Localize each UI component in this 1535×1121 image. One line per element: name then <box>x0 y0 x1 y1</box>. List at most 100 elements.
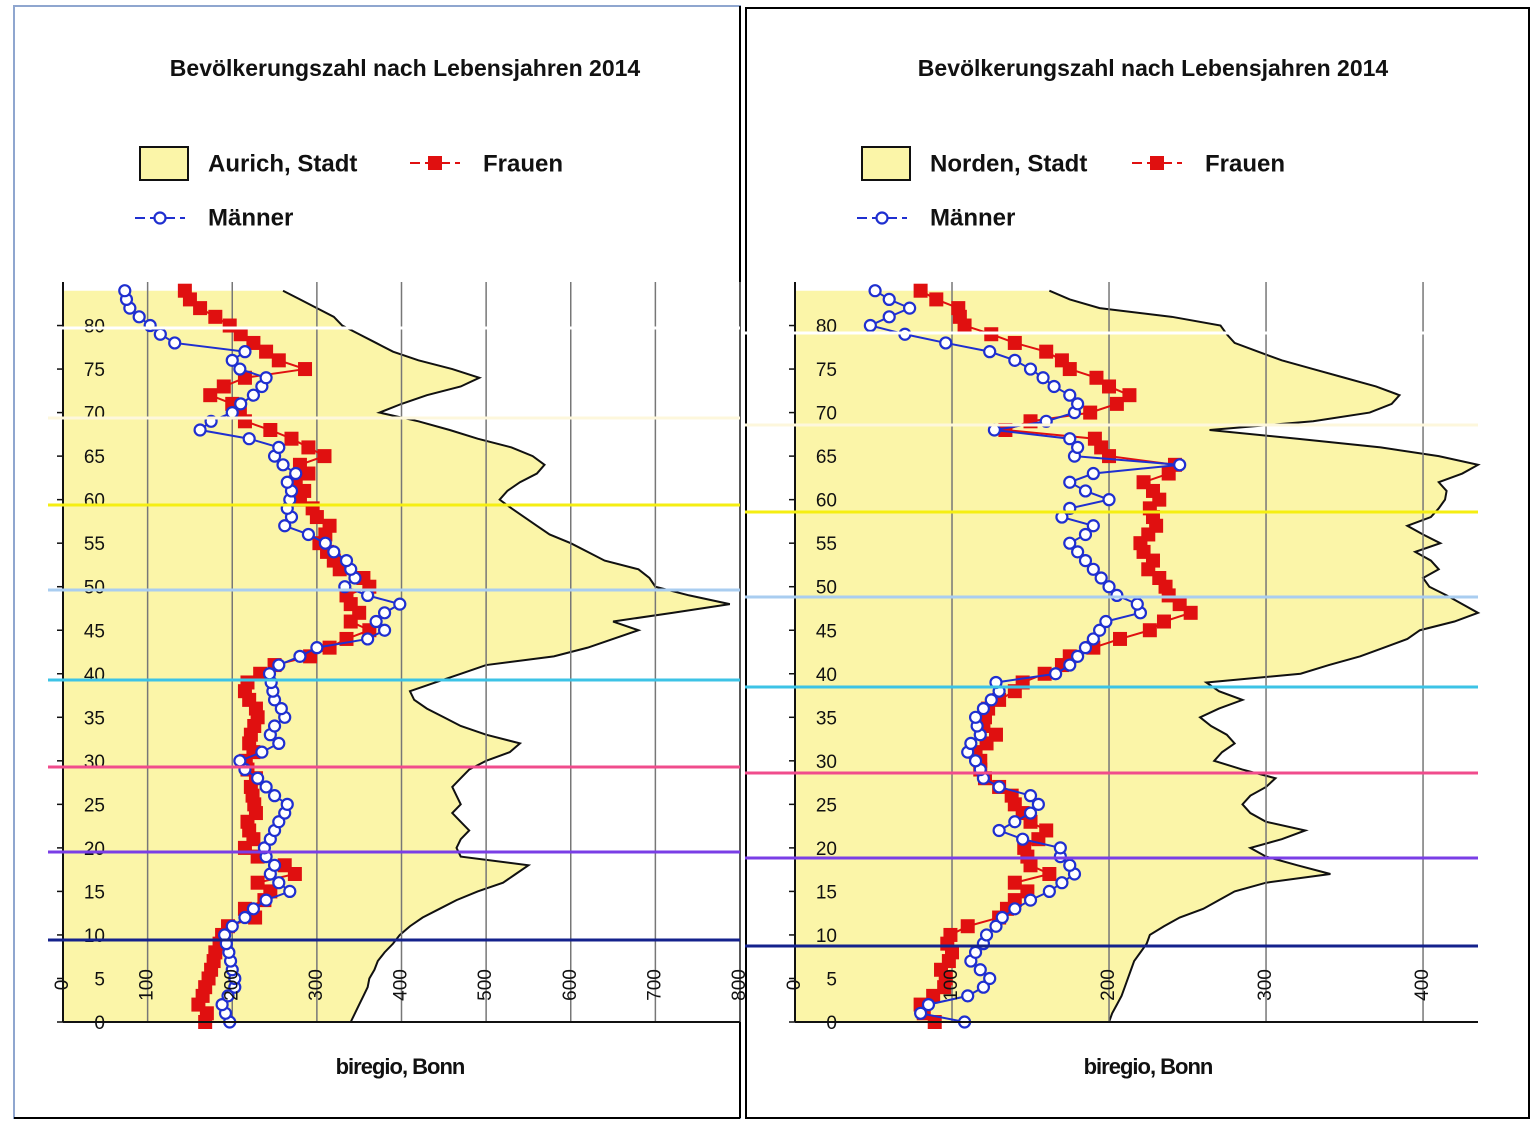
y-tick-label: 20 <box>84 839 105 860</box>
marker <box>1172 597 1187 612</box>
marker <box>976 701 991 716</box>
marker <box>1063 658 1077 672</box>
marker <box>1023 893 1038 907</box>
x-tick-label: 100 <box>137 969 158 1001</box>
x-tick-label: 300 <box>306 969 327 1001</box>
chart-title: Bevölkerungszahl nach Lebensjahren 2014 <box>170 55 641 81</box>
marker <box>983 971 997 986</box>
y-tick-label: 20 <box>816 839 837 860</box>
marker <box>272 658 286 672</box>
marker <box>238 345 252 359</box>
marker <box>259 780 273 794</box>
marker <box>377 623 392 637</box>
x-axis-label: biregio, Bonn <box>336 1054 465 1079</box>
marker <box>1055 876 1069 890</box>
y-tick-label: 45 <box>816 621 837 642</box>
marker <box>298 362 313 377</box>
marker <box>263 423 278 437</box>
x-tick-label: 400 <box>1412 969 1433 1001</box>
y-tick-label: 10 <box>816 926 837 947</box>
marker <box>246 388 261 402</box>
marker <box>913 283 928 298</box>
marker <box>250 875 265 890</box>
marker <box>1083 405 1098 420</box>
marker <box>1023 806 1038 820</box>
marker <box>1078 553 1093 568</box>
marker <box>1042 867 1057 881</box>
marker <box>272 736 286 751</box>
marker <box>1102 580 1116 594</box>
marker <box>272 440 286 455</box>
marker <box>1152 571 1167 585</box>
area <box>63 290 730 1022</box>
x-tick-label: 0 <box>784 980 805 991</box>
marker <box>272 876 286 890</box>
y-tick-label: 15 <box>816 882 837 903</box>
x-tick-label: 800 <box>729 969 750 1001</box>
marker <box>327 545 341 559</box>
legend-label: Norden, Stadt <box>930 150 1087 177</box>
marker <box>377 606 392 620</box>
marker <box>1086 466 1100 481</box>
marker <box>253 666 268 681</box>
y-tick-label: 25 <box>84 795 105 816</box>
marker <box>216 379 231 394</box>
x-tick-label: 500 <box>475 969 496 1001</box>
x-tick-label: 600 <box>560 969 581 1001</box>
y-tick-label: 45 <box>84 621 105 642</box>
legend-marker <box>1150 156 1164 170</box>
marker <box>225 353 239 367</box>
marker <box>1183 605 1198 620</box>
marker <box>1071 397 1085 411</box>
y-tick-label: 40 <box>816 665 837 686</box>
marker <box>1113 631 1128 646</box>
y-tick-label: 65 <box>816 447 837 468</box>
marker <box>903 301 917 315</box>
marker <box>132 310 146 324</box>
marker <box>1130 597 1144 611</box>
marker <box>992 780 1006 794</box>
marker <box>1053 841 1067 855</box>
marker <box>238 910 252 925</box>
marker <box>1008 815 1022 829</box>
marker <box>289 466 303 481</box>
marker <box>393 597 407 611</box>
marker <box>278 519 292 533</box>
x-tick-label: 200 <box>221 969 242 1001</box>
marker <box>979 928 994 942</box>
marker <box>1086 519 1100 533</box>
marker <box>233 327 248 342</box>
marker <box>233 362 247 376</box>
marker <box>983 345 997 359</box>
area <box>795 290 1478 1022</box>
marker <box>1089 370 1104 385</box>
marker <box>1039 344 1054 359</box>
marker <box>1007 875 1022 890</box>
marker <box>921 997 936 1012</box>
marker <box>882 292 896 307</box>
marker <box>283 884 297 899</box>
marker <box>168 336 182 350</box>
marker <box>1016 832 1030 846</box>
marker <box>1023 789 1038 803</box>
marker <box>951 301 966 316</box>
marker <box>277 858 292 873</box>
marker <box>267 858 282 872</box>
marker <box>259 893 273 907</box>
legend-marker <box>153 211 167 225</box>
marker <box>203 388 218 403</box>
marker <box>267 789 282 803</box>
marker <box>929 292 944 307</box>
marker <box>968 754 983 768</box>
marker <box>1102 493 1116 507</box>
marker <box>943 927 958 942</box>
marker <box>868 284 882 298</box>
marker <box>267 719 282 733</box>
marker <box>1031 797 1045 811</box>
marker <box>242 432 256 446</box>
marker <box>284 431 299 446</box>
marker <box>246 335 261 350</box>
marker <box>234 397 248 411</box>
legend-label: Frauen <box>1205 150 1285 177</box>
